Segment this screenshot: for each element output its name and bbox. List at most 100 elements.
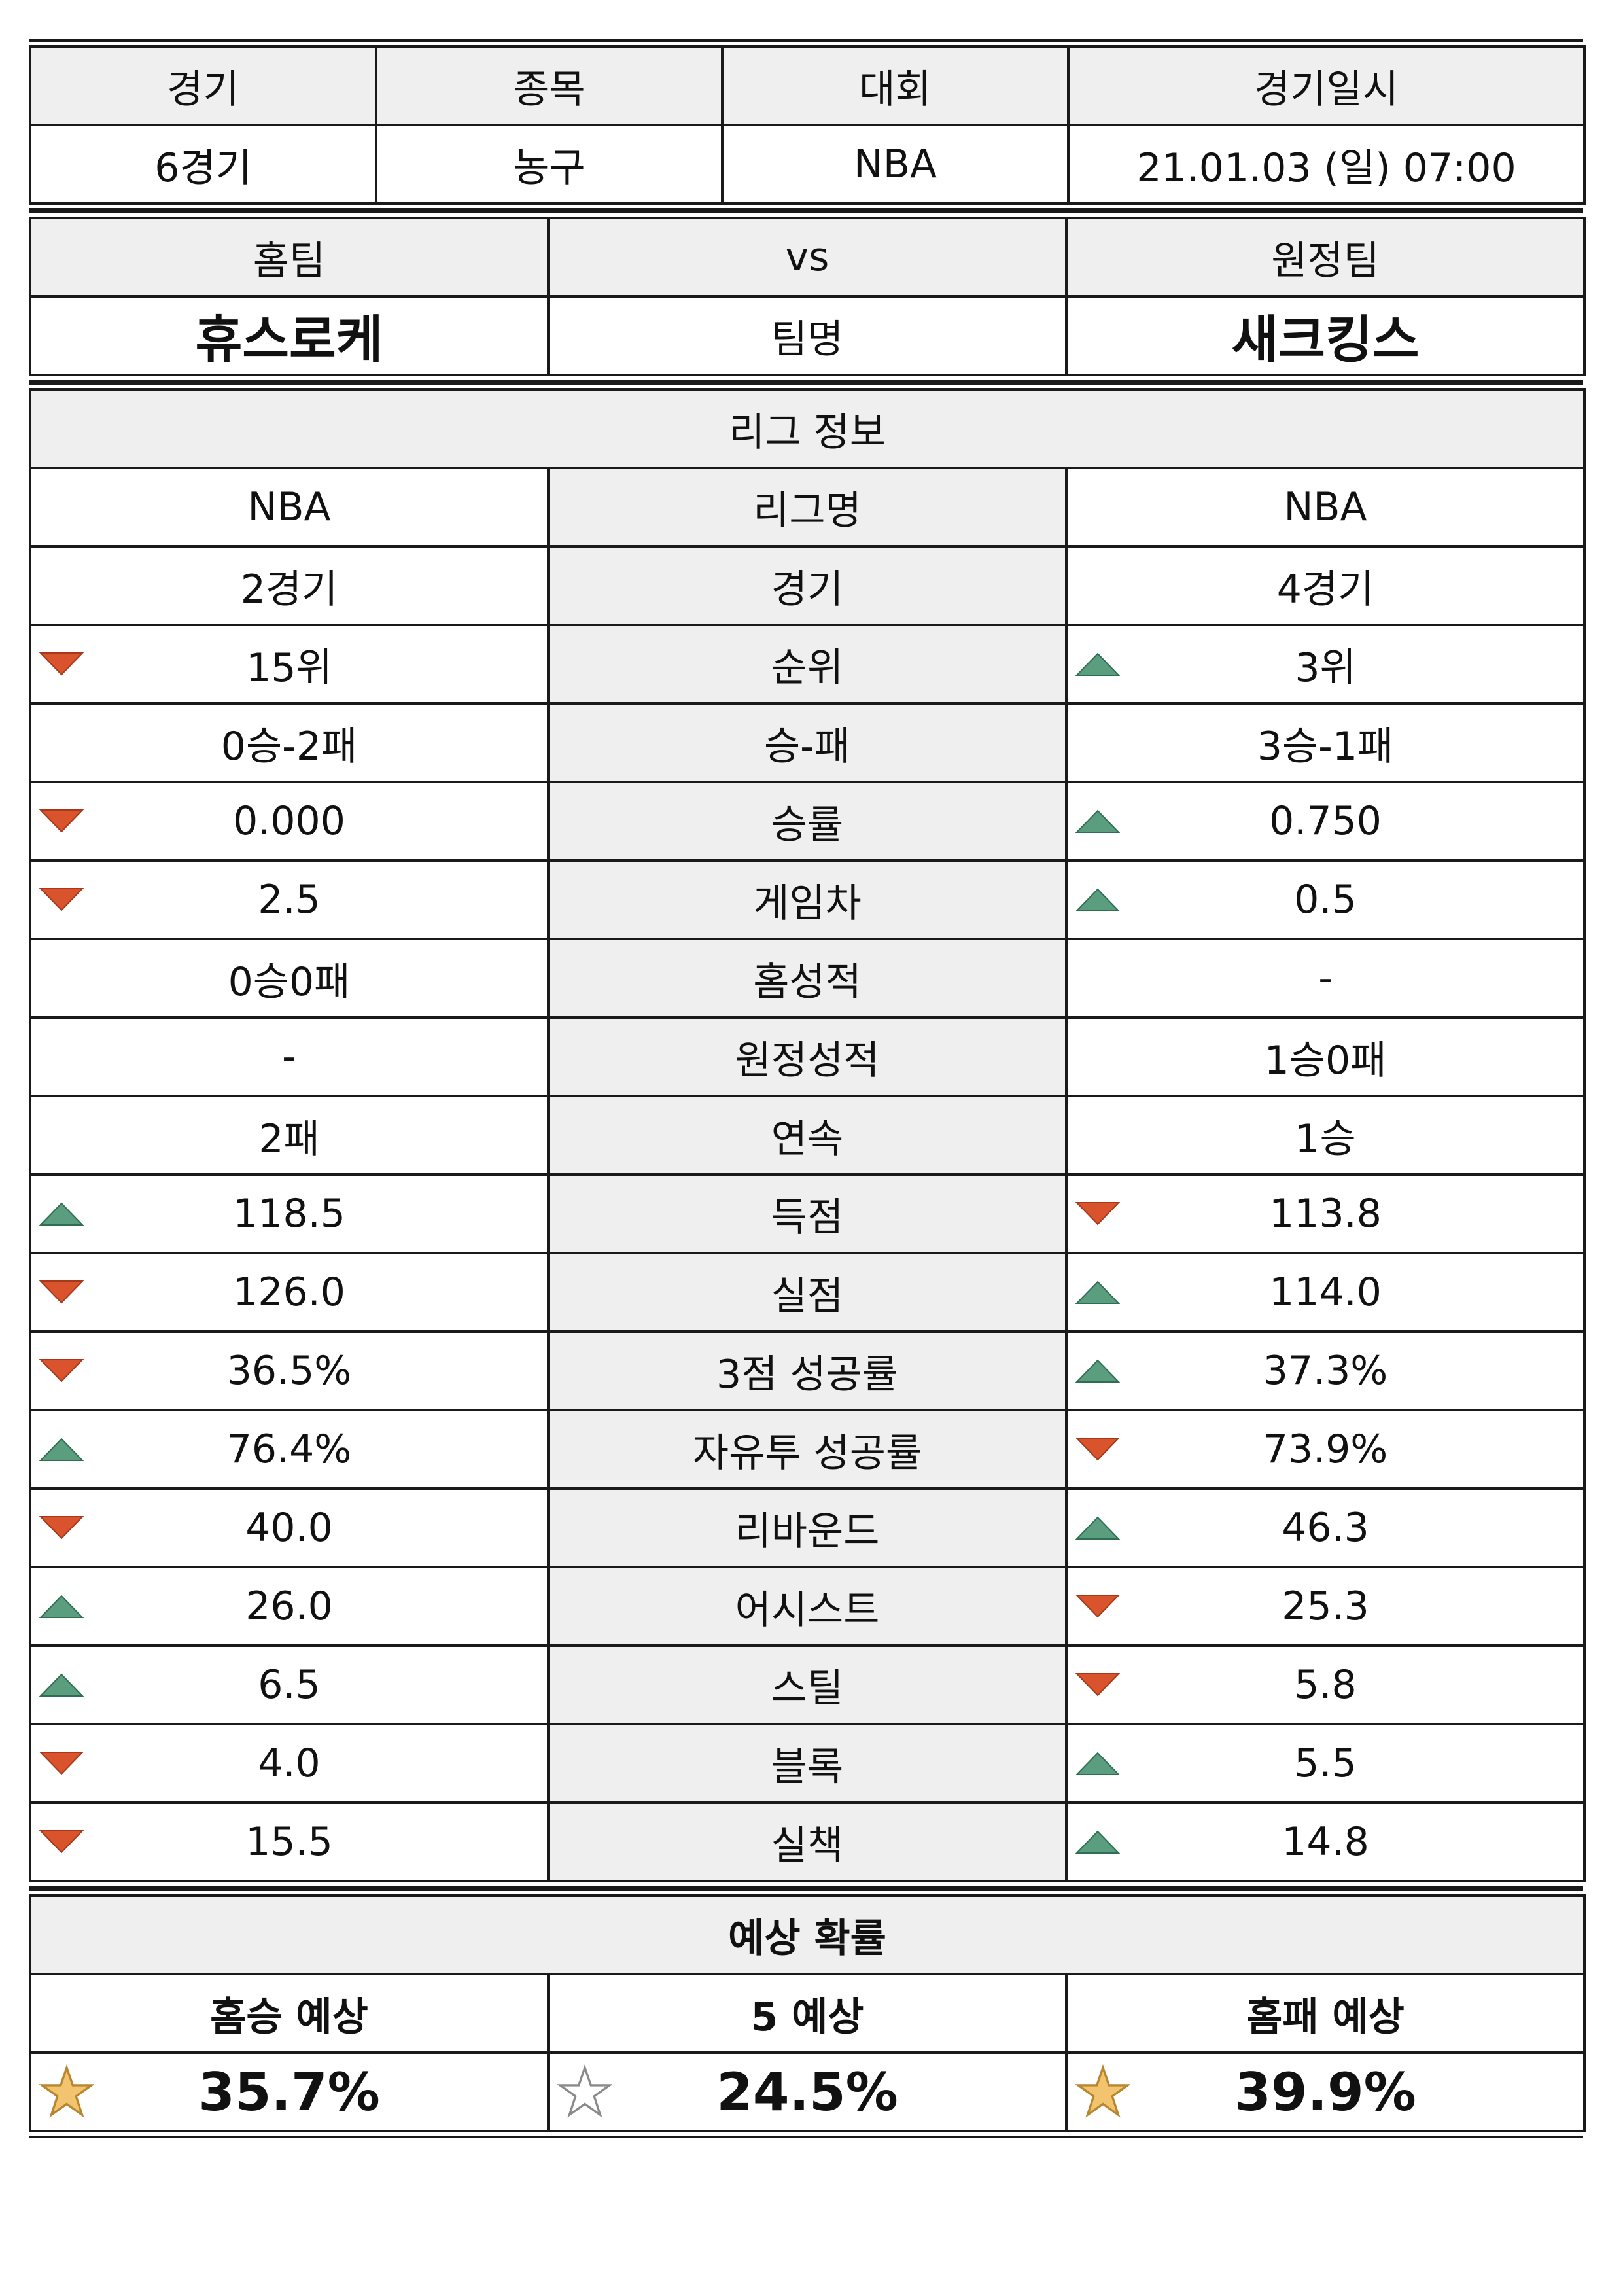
away-stat-text: 37.3%	[1263, 1348, 1388, 1394]
home-stat-text: -	[282, 1034, 296, 1080]
home-stat-text: 76.4%	[226, 1426, 352, 1472]
stat-label: 자유투 성공률	[547, 1409, 1068, 1490]
away-stat-text: 5.8	[1294, 1662, 1357, 1708]
triangle-up-icon	[1075, 652, 1120, 676]
away-stat-value: 37.3%	[1064, 1330, 1586, 1411]
stat-label: 승-패	[547, 702, 1068, 783]
vs-label: vs	[547, 217, 1068, 298]
stat-label: 경기	[547, 545, 1068, 626]
away-stat-text: 1승0패	[1264, 1037, 1387, 1084]
away-team-label: 원정팀	[1065, 217, 1586, 298]
home-stat-value: 2경기	[29, 545, 550, 626]
away-stat-value: 25.3	[1064, 1566, 1586, 1647]
stat-row: 26.0 어시스트 25.3	[29, 1566, 1586, 1647]
prediction-table: 예상 확률 홈승 예상 5 예상 홈패 예상 35.7% 24	[28, 1894, 1586, 2132]
home-stat-value: 0.000	[29, 781, 550, 862]
stat-label: 블록	[547, 1723, 1068, 1804]
home-stat-value: 36.5%	[29, 1330, 550, 1411]
star-filled-icon	[1075, 2064, 1130, 2118]
triangle-down-icon	[1075, 1595, 1120, 1618]
stat-row: 0승0패 홈성적 -	[29, 938, 1586, 1019]
triangle-down-icon	[39, 888, 84, 911]
triangle-down-icon	[39, 652, 84, 676]
prediction-title: 예상 확률	[28, 1894, 1586, 1975]
triangle-down-icon	[39, 1516, 84, 1540]
handicap-label: 5 예상	[547, 1973, 1068, 2054]
home-stat-text: 15.5	[245, 1819, 333, 1865]
away-stat-value: 46.3	[1064, 1487, 1586, 1568]
stat-row: 126.0 실점 114.0	[29, 1252, 1586, 1333]
home-stat-value: 118.5	[29, 1173, 550, 1254]
home-stat-value: 15위	[29, 624, 550, 705]
stat-label: 득점	[547, 1173, 1068, 1254]
home-loss-label: 홈패 예상	[1064, 1973, 1586, 2054]
home-win-cell: 35.7%	[29, 2051, 550, 2132]
triangle-down-icon	[39, 809, 84, 833]
home-stat-text: 118.5	[233, 1191, 345, 1237]
triangle-down-icon	[1075, 1202, 1120, 1226]
stat-row: NBA 리그명 NBA	[29, 467, 1586, 548]
stat-row: 0.000 승률 0.750	[29, 781, 1586, 862]
home-stat-value: 6.5	[29, 1644, 550, 1725]
home-stat-text: 0.000	[233, 798, 345, 844]
value-competition: NBA	[721, 124, 1070, 205]
triangle-down-icon	[1075, 1673, 1120, 1697]
home-stat-value: 40.0	[29, 1487, 550, 1568]
home-stat-value: 0승0패	[29, 938, 550, 1019]
match-info-block: 경기 종목 대회 경기일시 6경기 농구 NBA 21.01.03 (일) 07…	[29, 39, 1586, 211]
stat-row: - 원정성적 1승0패	[29, 1016, 1586, 1097]
away-stat-text: 114.0	[1269, 1269, 1382, 1315]
home-stat-text: 126.0	[233, 1269, 345, 1315]
header-competition: 대회	[721, 45, 1070, 126]
away-stat-value: 113.8	[1064, 1173, 1586, 1254]
away-stat-text: 4경기	[1276, 566, 1374, 612]
triangle-up-icon	[39, 1595, 84, 1618]
stat-label: 실점	[547, 1252, 1068, 1333]
stat-label: 원정성적	[547, 1016, 1068, 1097]
league-info-table: 리그 정보 NBA 리그명 NBA 2경기 경기 4경기 15위 순위 3위 0승-2패 승-패 3승…	[28, 388, 1586, 1882]
header-sport: 종목	[375, 45, 724, 126]
home-stat-text: 4.0	[258, 1740, 321, 1786]
triangle-up-icon	[39, 1202, 84, 1226]
home-team-label: 홈팀	[29, 217, 550, 298]
stat-row: 2경기 경기 4경기	[29, 545, 1586, 626]
away-stat-text: 113.8	[1269, 1191, 1382, 1237]
home-loss-cell: 39.9%	[1064, 2051, 1586, 2132]
home-stat-text: 2.5	[258, 877, 321, 923]
triangle-up-icon	[1075, 1752, 1120, 1775]
away-stat-text: 0.750	[1269, 798, 1382, 844]
teams-table: 홈팀 vs 원정팀 휴스로케 팀명 새크킹스	[29, 217, 1586, 376]
league-stat-rows: NBA 리그명 NBA 2경기 경기 4경기 15위 순위 3위 0승-2패 승-패 3승-1패 0.0…	[29, 467, 1586, 1882]
away-stat-text: 25.3	[1282, 1583, 1369, 1629]
value-game: 6경기	[29, 124, 377, 205]
away-team-name: 새크킹스	[1065, 295, 1586, 376]
away-stat-text: 14.8	[1282, 1819, 1369, 1865]
stat-label: 리그명	[547, 467, 1068, 548]
home-stat-value: 26.0	[29, 1566, 550, 1647]
triangle-down-icon	[39, 1830, 84, 1854]
triangle-up-icon	[39, 1673, 84, 1697]
stat-row: 6.5 스틸 5.8	[29, 1644, 1586, 1725]
triangle-down-icon	[39, 1752, 84, 1775]
stat-label: 리바운드	[547, 1487, 1068, 1568]
handicap-value: 24.5%	[716, 2061, 898, 2123]
stat-row: 76.4% 자유투 성공률 73.9%	[29, 1409, 1586, 1490]
triangle-down-icon	[39, 1359, 84, 1383]
home-win-label: 홈승 예상	[29, 1973, 550, 2054]
stat-row: 40.0 리바운드 46.3	[29, 1487, 1586, 1568]
away-stat-value: 3승-1패	[1064, 702, 1586, 783]
triangle-up-icon	[1075, 1516, 1120, 1540]
away-stat-value: -	[1064, 938, 1586, 1019]
stat-label: 실책	[547, 1801, 1068, 1882]
home-stat-text: 2패	[258, 1116, 320, 1162]
teams-block: 홈팀 vs 원정팀 휴스로케 팀명 새크킹스	[29, 211, 1586, 382]
triangle-up-icon	[1075, 1280, 1120, 1304]
home-stat-value: 2패	[29, 1095, 550, 1176]
home-stat-text: 0승0패	[228, 959, 351, 1005]
stat-row: 2패 연속 1승	[29, 1095, 1586, 1176]
triangle-up-icon	[1075, 809, 1120, 833]
stat-label: 3점 성공률	[547, 1330, 1068, 1411]
stat-label: 승률	[547, 781, 1068, 862]
value-sport: 농구	[375, 124, 724, 205]
stat-label: 스틸	[547, 1644, 1068, 1725]
